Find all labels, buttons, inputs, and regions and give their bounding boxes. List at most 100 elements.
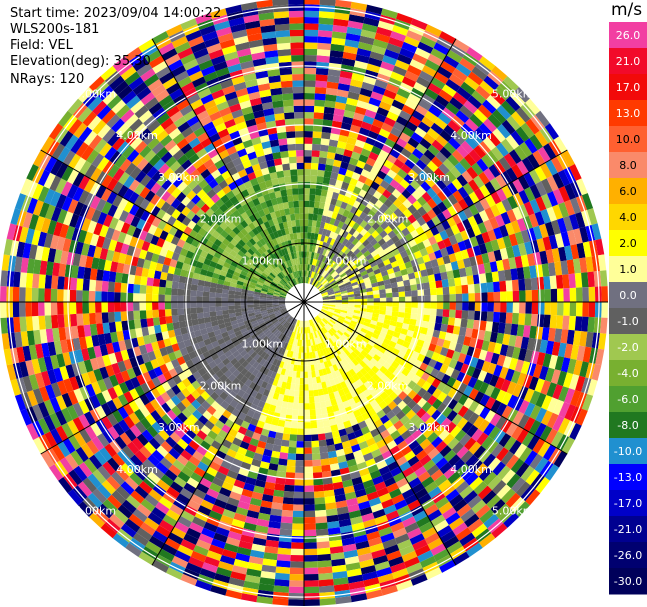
ppi-gate (422, 165, 434, 177)
ppi-gate (148, 154, 161, 167)
ppi-gate (107, 164, 120, 178)
ppi-gate (250, 245, 258, 253)
ppi-gate (20, 257, 29, 273)
ppi-gate (243, 414, 253, 424)
ppi-gate (224, 350, 233, 358)
ppi-gate (575, 408, 588, 426)
ppi-gate (295, 326, 299, 333)
ppi-gate (439, 559, 456, 573)
ppi-gate (218, 212, 228, 222)
ppi-gate (215, 263, 223, 271)
ppi-gate (183, 110, 197, 122)
ppi-gate (416, 353, 426, 363)
ppi-gate (371, 230, 380, 239)
ppi-gate (73, 431, 87, 447)
ppi-gate (311, 446, 320, 454)
ppi-gate (81, 243, 90, 256)
ppi-gate (418, 99, 432, 111)
ppi-gate (389, 105, 402, 116)
ppi-gate (227, 242, 236, 250)
ppi-gate (378, 444, 390, 455)
ppi-gate (219, 38, 236, 49)
ppi-gate (246, 409, 256, 418)
ppi-gate (195, 53, 211, 65)
ppi-gate (427, 537, 444, 551)
ppi-gate (373, 160, 384, 171)
ppi-gate (270, 384, 277, 393)
ppi-gate (69, 289, 77, 302)
ppi-gate (413, 81, 428, 94)
ppi-gate (436, 190, 448, 202)
ppi-gate (155, 332, 164, 342)
ppi-gate (503, 436, 517, 451)
ppi-gate (269, 456, 280, 465)
ppi-gate (226, 469, 239, 480)
ppi-gate (315, 240, 321, 247)
ppi-gate (323, 374, 330, 382)
ppi-gate (360, 426, 371, 436)
ppi-gate (478, 449, 491, 463)
ppi-gate (354, 455, 366, 465)
ppi-gate (315, 266, 320, 274)
ppi-gate (319, 221, 326, 229)
ppi-gate (188, 35, 205, 48)
ppi-gate (313, 484, 324, 492)
ppi-gate (305, 276, 307, 284)
ppi-gate (378, 67, 393, 78)
ppi-gate (197, 505, 212, 517)
ppi-gate (294, 339, 299, 346)
ppi-gate (363, 17, 380, 27)
ppi-gate (32, 388, 44, 405)
ppi-gate (203, 316, 212, 324)
ppi-gate (363, 214, 372, 224)
ppi-gate (165, 194, 176, 206)
ppi-gate (37, 186, 50, 203)
ppi-gate (346, 250, 354, 258)
ppi-gate (192, 142, 204, 154)
ppi-gate (275, 323, 282, 329)
ppi-gate (234, 294, 241, 299)
ppi-gate (288, 10, 304, 18)
ppi-gate (527, 153, 540, 169)
ppi-gate (217, 561, 234, 572)
ppi-gate (304, 548, 318, 556)
ppi-gate (353, 339, 361, 346)
ppi-gate (19, 226, 29, 243)
ppi-gate (67, 169, 80, 185)
ppi-gate (253, 306, 261, 310)
ppi-gate (180, 269, 188, 277)
ppi-gate (543, 143, 557, 160)
ppi-gate (466, 47, 483, 62)
ppi-gate (158, 548, 175, 562)
ppi-gate (299, 327, 302, 334)
ppi-gate (89, 312, 97, 325)
ppi-gate (13, 271, 21, 288)
ppi-gate (269, 272, 276, 279)
ppi-gate (452, 390, 464, 402)
ppi-gate (334, 226, 342, 235)
ppi-gate (366, 530, 381, 541)
ppi-gate (240, 534, 254, 544)
ppi-gate (272, 304, 279, 307)
ppi-gate (50, 302, 58, 316)
ppi-gate (323, 222, 330, 230)
ppi-gate (369, 336, 378, 344)
ppi-gate (201, 562, 218, 574)
ppi-gate (345, 392, 353, 401)
ppi-gate (421, 381, 432, 392)
ppi-gate (151, 216, 162, 228)
ppi-gate (85, 335, 94, 349)
ppi-gate (452, 379, 462, 391)
ppi-gate (330, 317, 337, 323)
ppi-gate (111, 490, 126, 505)
ppi-gate (308, 326, 311, 334)
ppi-gate (200, 425, 211, 436)
ppi-gate (241, 236, 249, 244)
ppi-gate (422, 427, 434, 439)
ppi-gate (264, 416, 273, 425)
ppi-gate (97, 124, 111, 139)
ppi-gate (333, 324, 340, 330)
ppi-gate (248, 373, 256, 382)
ppi-gate (396, 505, 411, 517)
ppi-gate (101, 312, 109, 324)
